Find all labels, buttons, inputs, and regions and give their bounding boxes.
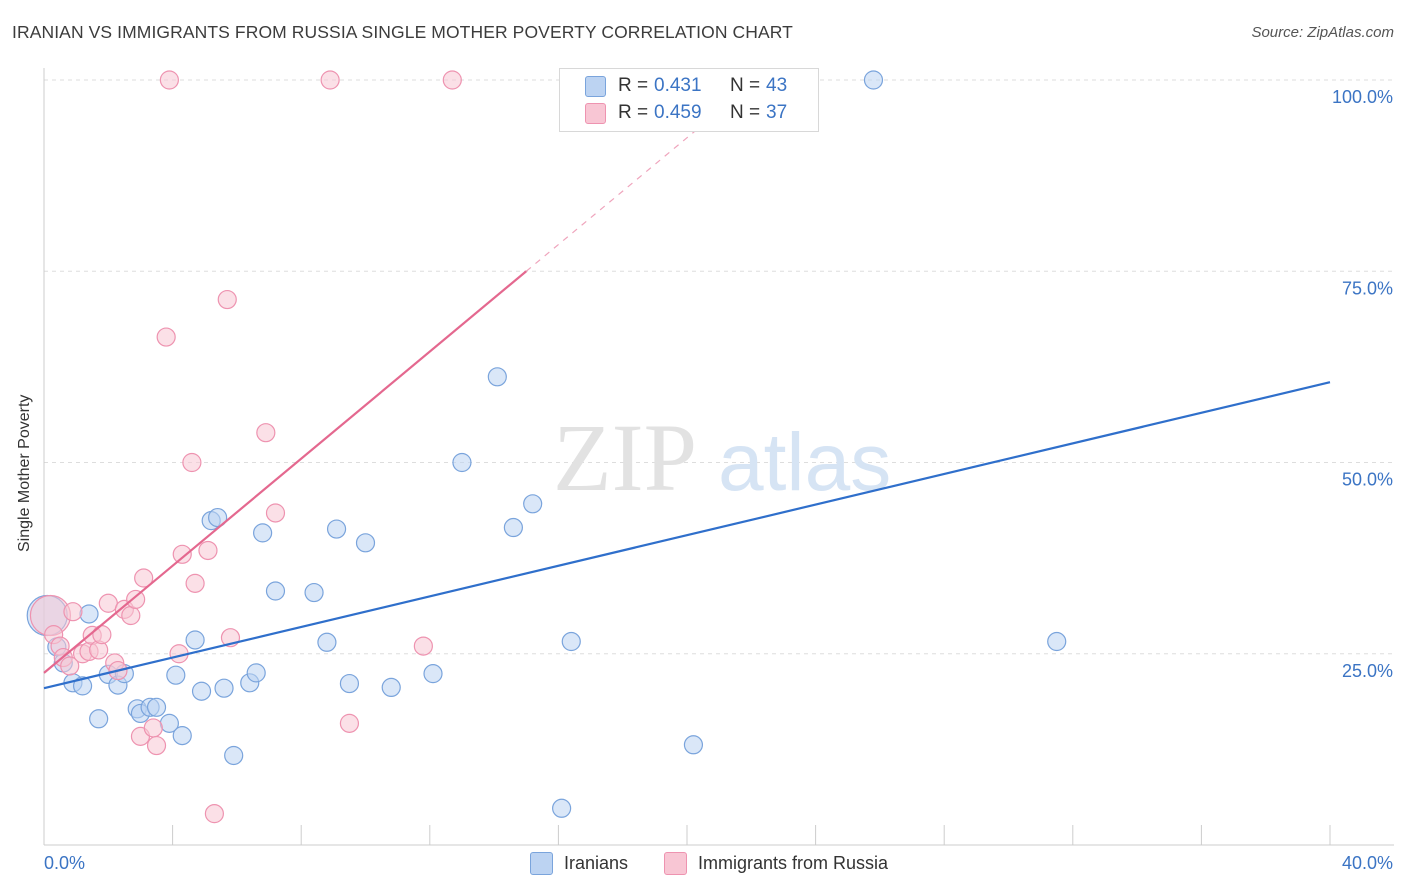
legend-label-iranians: Iranians <box>564 853 629 873</box>
point-russia-22 <box>156 327 176 347</box>
point-iranians-6 <box>89 709 109 729</box>
point-iranians-33 <box>423 664 443 684</box>
r-value: 0.431 <box>654 75 702 96</box>
legend-swatch-iranians <box>530 852 553 875</box>
point-iranians-13 <box>146 697 167 717</box>
point-iranians-39 <box>561 631 581 652</box>
n-value: 37 <box>766 102 788 123</box>
watermark: ZIP atlas <box>553 404 891 511</box>
point-iranians-27 <box>317 632 337 652</box>
point-russia-5 <box>63 602 83 622</box>
point-russia-31 <box>256 423 276 443</box>
point-iranians-30 <box>339 673 360 694</box>
point-iranians-18 <box>191 681 212 701</box>
chart-source: Source: ZipAtlas.com <box>1251 24 1394 41</box>
point-russia-21 <box>159 70 179 90</box>
point-iranians-20 <box>208 507 228 528</box>
point-russia-25 <box>182 452 202 473</box>
grid-lines <box>44 79 1394 655</box>
point-russia-19 <box>143 718 163 738</box>
trend-line-russia <box>43 270 527 674</box>
point-russia-35 <box>413 636 433 656</box>
legend-swatch-russia <box>664 852 687 875</box>
trend-line-iranians <box>43 381 1331 690</box>
tick-labels: 25.0% 50.0% 75.0% 100.0% 0.0% 40.0% <box>44 87 1393 873</box>
point-russia-10 <box>92 625 112 645</box>
trend-extension-russia <box>525 123 704 272</box>
point-iranians-17 <box>185 630 205 650</box>
series-legend: Iranians Immigrants from Russia <box>0 852 1406 878</box>
legend-item-iranians: Iranians <box>530 852 628 875</box>
legend-swatch-russia <box>585 102 606 124</box>
y-tick-label-2: 75.0% <box>1342 278 1393 298</box>
point-iranians-26 <box>265 581 286 601</box>
point-iranians-37 <box>523 494 543 514</box>
point-iranians-34 <box>452 452 472 473</box>
point-iranians-28 <box>304 582 324 603</box>
correlation-legend: R = 0.431 N = 43 R = 0.459 N = 37 <box>559 68 819 132</box>
y-tick-label-0: 25.0% <box>1342 661 1393 681</box>
point-russia-26 <box>185 573 205 593</box>
chart-title: IRANIAN VS IMMIGRANTS FROM RUSSIA SINGLE… <box>12 22 793 42</box>
data-points <box>26 70 1067 824</box>
legend-label-russia: Immigrants from Russia <box>698 853 889 873</box>
point-iranians-31 <box>355 533 376 553</box>
point-iranians-21 <box>214 678 234 698</box>
axes <box>43 68 1394 846</box>
trend-lines <box>43 123 1331 690</box>
point-russia-11 <box>98 593 118 613</box>
point-russia-33 <box>320 70 340 90</box>
y-tick-label-3: 100.0% <box>1332 87 1393 107</box>
y-axis-label: Single Mother Poverty <box>16 394 33 552</box>
y-tick-label-1: 50.0% <box>1342 470 1393 490</box>
point-iranians-15 <box>166 665 186 685</box>
n-label: N = <box>730 75 761 96</box>
point-iranians-29 <box>326 519 347 539</box>
point-russia-15 <box>121 605 141 626</box>
legend-swatch-iranians <box>585 75 606 97</box>
point-russia-29 <box>217 289 237 310</box>
watermark-atlas: atlas <box>718 417 891 508</box>
point-russia-34 <box>339 713 360 733</box>
point-iranians-22 <box>224 745 244 766</box>
n-value: 43 <box>766 75 788 96</box>
point-russia-27 <box>198 540 218 561</box>
point-iranians-16 <box>172 726 192 746</box>
n-label: N = <box>730 102 761 123</box>
point-iranians-36 <box>503 517 523 538</box>
x-tick-label-1: 40.0% <box>1342 853 1393 873</box>
point-iranians-42 <box>1047 631 1067 652</box>
point-iranians-32 <box>381 677 401 698</box>
legend-item-russia: Immigrants from Russia <box>664 852 888 875</box>
point-russia-28 <box>204 804 224 824</box>
point-russia-32 <box>265 503 286 523</box>
point-russia-18 <box>134 568 154 588</box>
point-russia-20 <box>146 735 167 756</box>
point-russia-16 <box>126 589 146 610</box>
point-iranians-5 <box>79 604 99 624</box>
point-iranians-4 <box>72 676 93 696</box>
r-value: 0.459 <box>654 102 702 123</box>
r-label: R = <box>618 75 649 96</box>
r-label: R = <box>618 102 649 123</box>
point-iranians-41 <box>863 70 884 90</box>
point-russia-36 <box>442 70 462 90</box>
point-iranians-24 <box>246 663 266 683</box>
watermark-zip: ZIP <box>553 404 697 511</box>
point-iranians-38 <box>552 798 572 818</box>
point-iranians-40 <box>683 735 704 755</box>
point-russia-24 <box>172 544 192 564</box>
point-russia-4 <box>60 656 80 676</box>
point-iranians-25 <box>253 523 273 543</box>
point-iranians-35 <box>487 367 507 387</box>
x-tick-label-0: 0.0% <box>44 853 85 873</box>
